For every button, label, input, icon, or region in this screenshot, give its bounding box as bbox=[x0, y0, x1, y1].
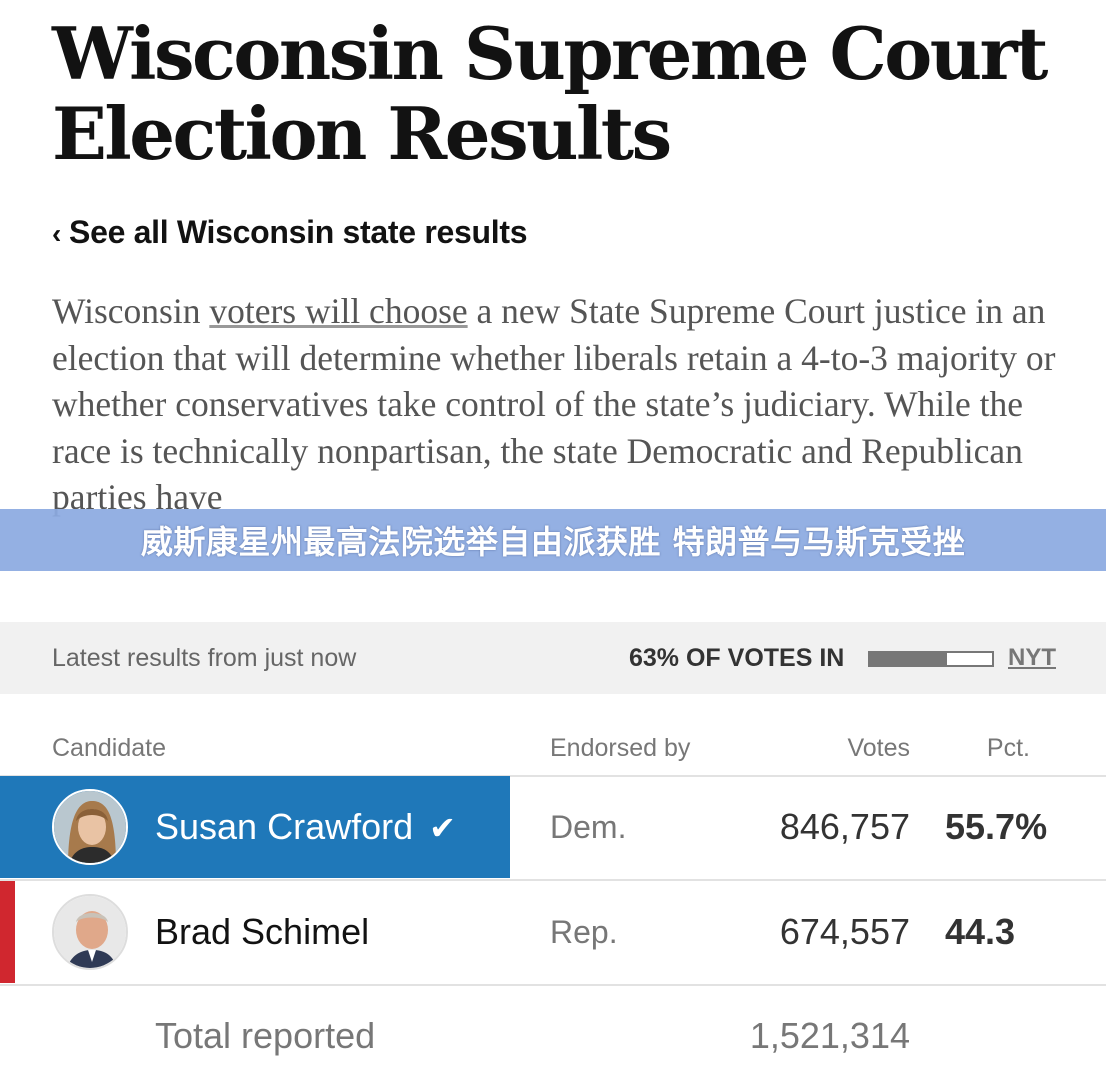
avatar-crawford bbox=[52, 789, 128, 865]
candidate-name-crawford: Susan Crawford ✔ bbox=[155, 776, 456, 879]
column-header-votes: Votes bbox=[847, 734, 910, 762]
source-link-nyt[interactable]: NYT bbox=[1008, 644, 1056, 671]
candidate-name-schimel: Brad Schimel bbox=[155, 911, 370, 952]
table-divider bbox=[0, 879, 1106, 881]
table-divider bbox=[0, 775, 1106, 777]
chevron-left-icon: ‹ bbox=[52, 218, 62, 249]
total-reported-votes: 1,521,314 bbox=[749, 1015, 910, 1056]
winner-check-icon: ✔ bbox=[429, 810, 456, 846]
back-link-label: See all Wisconsin state results bbox=[69, 214, 528, 250]
page-title: Wisconsin Supreme Court Election Results bbox=[52, 11, 1048, 176]
table-row-schimel: Brad Schimel Rep. 674,557 44.3 bbox=[0, 881, 1106, 983]
votes-in-label: 63% OF VOTES IN bbox=[629, 644, 845, 672]
intro-paragraph: Wisconsin voters will choose a new State… bbox=[52, 288, 1062, 521]
votes-crawford: 846,757 bbox=[779, 806, 910, 847]
back-to-state-results-link[interactable]: ‹ See all Wisconsin state results bbox=[52, 212, 527, 254]
intro-start: Wisconsin bbox=[52, 291, 210, 331]
rep-party-stripe bbox=[0, 881, 15, 983]
crawford-name-text: Susan Crawford bbox=[155, 806, 414, 847]
column-header-candidate: Candidate bbox=[52, 734, 166, 762]
banner-text: 威斯康星州最高法院选举自由派获胜 特朗普与马斯克受挫 bbox=[140, 523, 966, 561]
votes-schimel: 674,557 bbox=[779, 911, 910, 952]
party-dem: Dem. bbox=[550, 809, 627, 845]
column-header-endorsed: Endorsed by bbox=[550, 734, 691, 762]
progress-fill bbox=[870, 653, 947, 665]
pct-schimel: 44.3 bbox=[945, 911, 1016, 952]
avatar-schimel bbox=[52, 894, 128, 970]
table-divider bbox=[0, 984, 1106, 986]
overlay-caption-banner: 威斯康星州最高法院选举自由派获胜 特朗普与马斯克受挫 bbox=[0, 509, 1106, 571]
intro-link-voters[interactable]: voters will choose bbox=[209, 291, 468, 331]
pct-crawford: 55.7% bbox=[945, 806, 1048, 847]
total-reported-label: Total reported bbox=[155, 1015, 376, 1056]
results-status-bar: Latest results from just now 63% OF VOTE… bbox=[0, 622, 1106, 694]
table-row-crawford: Susan Crawford ✔ Dem. 846,757 55.7% bbox=[0, 776, 1106, 878]
column-header-pct: Pct. bbox=[986, 734, 1030, 762]
votes-in-progress-bar bbox=[868, 651, 994, 667]
last-updated-text: Latest results from just now bbox=[52, 644, 357, 672]
party-rep: Rep. bbox=[550, 914, 618, 950]
